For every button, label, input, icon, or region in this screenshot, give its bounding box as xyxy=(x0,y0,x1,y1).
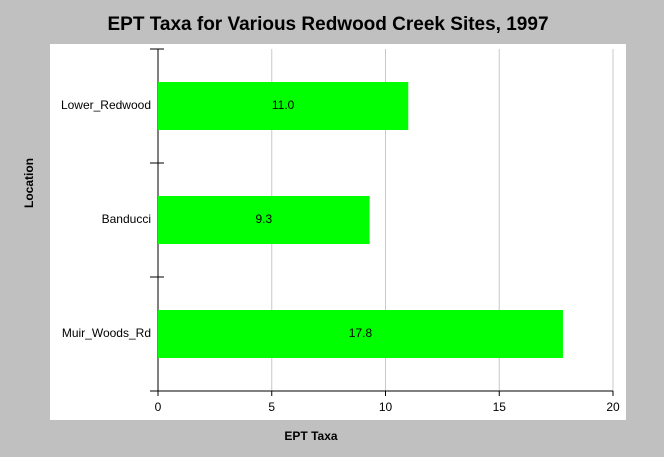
value-label: 9.3 xyxy=(255,212,272,226)
bar xyxy=(158,310,563,358)
value-label: 17.8 xyxy=(349,326,373,340)
y-tick-label: Muir_Woods_Rd xyxy=(62,326,151,340)
x-tick-label: 10 xyxy=(379,400,393,414)
x-tick-label: 15 xyxy=(493,400,507,414)
bar xyxy=(158,196,370,244)
x-tick-label: 20 xyxy=(606,400,620,414)
y-tick-label: Lower_Redwood xyxy=(61,98,151,112)
bar xyxy=(158,82,409,130)
x-tick-label: 0 xyxy=(155,400,162,414)
value-label: 11.0 xyxy=(272,98,295,112)
x-tick-label: 5 xyxy=(268,400,275,414)
chart-title: EPT Taxa for Various Redwood Creek Sites… xyxy=(107,14,548,35)
x-axis-label: EPT Taxa xyxy=(284,429,337,443)
y-tick-label: Banducci xyxy=(102,212,151,226)
y-axis-label: Location xyxy=(22,158,36,208)
